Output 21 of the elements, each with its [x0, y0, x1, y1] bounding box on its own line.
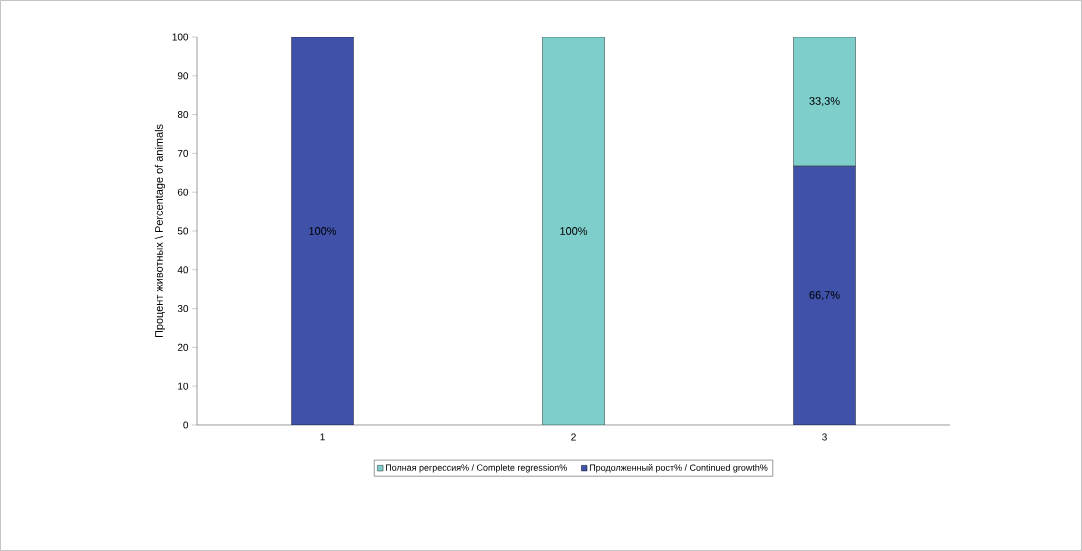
y-tick-label: 10 [178, 382, 189, 390]
y-tick-label: 100 [172, 33, 189, 41]
y-tick-label: 80 [177, 111, 189, 119]
data-label: 100% [309, 227, 337, 235]
y-tick-label: 60 [177, 188, 189, 196]
data-label: 100% [560, 227, 588, 235]
y-tick-label: 0 [183, 421, 189, 429]
y-tick-label: 70 [177, 149, 189, 157]
y-tick-label: 90 [177, 72, 189, 80]
x-tick-label: 2 [571, 433, 576, 441]
legend-label: Полная регрессия% / Complete regression% [386, 464, 567, 473]
x-tick-label: 1 [320, 433, 325, 441]
data-label: 66,7% [809, 291, 840, 301]
y-tick-label: 20 [177, 343, 189, 351]
x-tick-label: 3 [822, 433, 827, 441]
y-tick-label: 30 [177, 305, 189, 313]
y-axis-title: Процент животных \ Percentage of animals [154, 124, 166, 338]
y-tick-label: 50 [177, 227, 189, 235]
legend-label: Продолженный рост% / Continued growth% [589, 464, 768, 473]
y-tick-label: 40 [177, 266, 189, 274]
data-label: 33,3% [809, 97, 840, 107]
